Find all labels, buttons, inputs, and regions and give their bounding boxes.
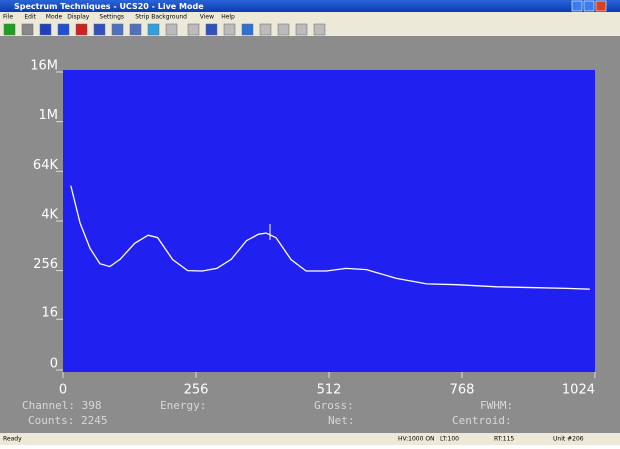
maximize-button[interactable]: [583, 0, 595, 12]
centroid-readout: Centroid:: [452, 414, 512, 427]
toolbar-button[interactable]: [93, 23, 106, 36]
toolbar-button[interactable]: [21, 23, 34, 36]
menu-item[interactable]: Mode: [46, 14, 63, 21]
toolbar-button[interactable]: [57, 23, 70, 36]
net-readout: Net:: [328, 414, 355, 427]
menu-item[interactable]: Edit: [24, 14, 36, 21]
toolbar-button[interactable]: [313, 23, 326, 36]
title-bar: [0, 0, 620, 12]
toolbar-button[interactable]: [277, 23, 290, 36]
x-tick-label: 256: [184, 383, 209, 398]
y-tick-label: 16: [41, 306, 58, 321]
x-tick-label: 512: [317, 383, 342, 398]
menu-item[interactable]: File: [3, 14, 13, 21]
y-tick-label: 4K: [41, 207, 58, 222]
y-tick-label: 64K: [33, 158, 59, 173]
menu-item[interactable]: Help: [221, 14, 235, 21]
x-tick-label: 1024: [562, 383, 595, 398]
toolbar-button[interactable]: [187, 23, 200, 36]
gross-readout: Gross:: [314, 399, 354, 412]
status-bar: [0, 433, 620, 445]
menu-item[interactable]: Display: [67, 14, 90, 21]
toolbar-button[interactable]: [111, 23, 124, 36]
toolbar-button[interactable]: [205, 23, 218, 36]
fwhm-readout: FWHM:: [480, 399, 513, 412]
toolbar-button[interactable]: [39, 23, 52, 36]
toolbar-button[interactable]: [165, 23, 178, 36]
x-tick-label: 768: [450, 383, 475, 398]
channel-readout: Channel: 398: [22, 399, 101, 412]
minimize-button[interactable]: [571, 0, 583, 12]
window-title: Spectrum Techniques - UCS20 - Live Mode: [14, 2, 204, 11]
energy-readout: Energy:: [160, 399, 206, 412]
status-field: Ready: [3, 436, 22, 443]
toolbar-button[interactable]: [129, 23, 142, 36]
y-tick-label: 16M: [30, 59, 58, 74]
toolbar-button[interactable]: [147, 23, 160, 36]
toolbar-button[interactable]: [259, 23, 272, 36]
y-tick-label: 0: [50, 357, 58, 372]
close-button[interactable]: [595, 0, 607, 12]
menu-bar: [0, 12, 620, 22]
menu-item[interactable]: View: [200, 14, 214, 21]
toolbar: [0, 22, 620, 36]
plot-area: [63, 70, 595, 372]
toolbar-button[interactable]: [3, 23, 16, 36]
y-tick-label: 256: [33, 257, 58, 272]
status-field: Unit #206: [553, 436, 584, 443]
menu-item[interactable]: Settings: [99, 14, 124, 21]
toolbar-button[interactable]: [241, 23, 254, 36]
toolbar-button[interactable]: [75, 23, 88, 36]
x-tick-label: 0: [59, 383, 67, 398]
menu-item[interactable]: Strip Background: [135, 14, 187, 21]
toolbar-button[interactable]: [223, 23, 236, 36]
status-field: HV:1000 ON: [398, 436, 435, 443]
status-field: RT:115: [494, 436, 514, 443]
toolbar-button[interactable]: [295, 23, 308, 36]
y-tick-label: 1M: [39, 108, 59, 123]
spectrum-line: [70, 185, 590, 290]
counts-readout: Counts: 2245: [28, 414, 107, 427]
status-field: LT:100: [440, 436, 459, 443]
